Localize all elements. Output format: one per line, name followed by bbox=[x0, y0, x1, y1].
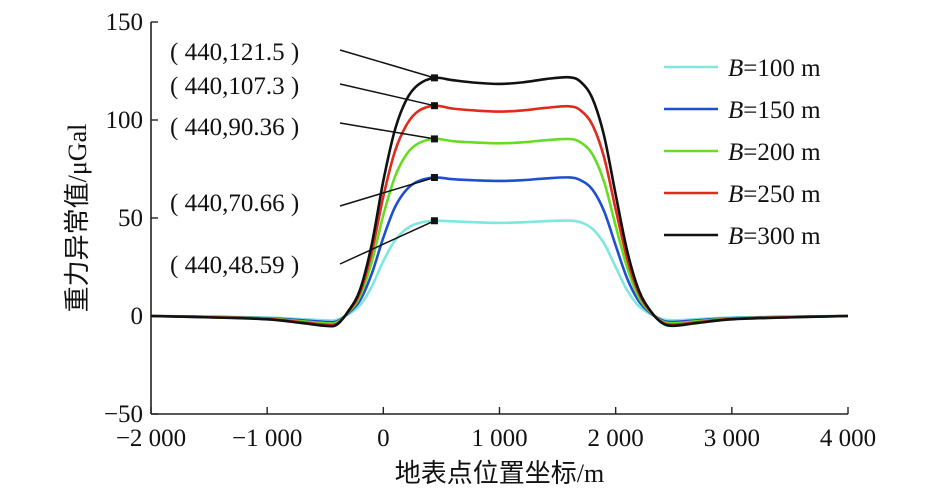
legend-entry: B=150 m bbox=[728, 97, 821, 124]
x-tick-label: 2 000 bbox=[588, 425, 644, 452]
y-tick-label: 50 bbox=[118, 205, 143, 232]
annotation-leader bbox=[339, 220, 435, 265]
legend-entry: B=250 m bbox=[728, 181, 821, 208]
x-tick-label: 4 000 bbox=[820, 425, 876, 452]
x-axis-title: 地表点位置坐标/m bbox=[395, 459, 604, 488]
x-tick-label: 0 bbox=[377, 425, 390, 452]
annotation-marker bbox=[430, 217, 438, 225]
y-tick-label: 0 bbox=[131, 303, 144, 330]
x-tick-label: −2 000 bbox=[116, 425, 186, 452]
annotation-marker bbox=[430, 74, 438, 82]
annotation-label: ( 440,107.3 ) bbox=[170, 73, 299, 100]
legend: B=100 m B=150 m B=200 m B=250 m B=300 m bbox=[664, 55, 821, 250]
series-lines bbox=[150, 75, 849, 328]
annotation-label: ( 440,90.36 ) bbox=[170, 114, 299, 141]
annotation-label: ( 440,70.66 ) bbox=[170, 190, 299, 217]
point-annotations: ( 440,121.5 ) ( 440,107.3 ) ( 440,90.36 ) (… bbox=[170, 39, 438, 279]
legend-entry: B=100 m bbox=[728, 55, 821, 82]
annotation-label: ( 440,48.59 ) bbox=[170, 252, 299, 279]
legend-entry: B=300 m bbox=[728, 223, 821, 250]
x-tick-label: 3 000 bbox=[704, 425, 760, 452]
x-tick-label: 1 000 bbox=[471, 425, 527, 452]
legend-entry: B=200 m bbox=[728, 139, 821, 166]
annotation-marker bbox=[430, 102, 438, 110]
y-tick-label: −50 bbox=[104, 401, 143, 428]
x-tick-label: −1 000 bbox=[232, 425, 302, 452]
annotation-leader bbox=[339, 122, 435, 140]
annotation-leader bbox=[339, 176, 435, 207]
annotation-leader bbox=[339, 83, 435, 107]
annotation-marker bbox=[430, 135, 438, 143]
annotation-label: ( 440,121.5 ) bbox=[170, 39, 299, 66]
plot-frame: −50 0 50 100 150 −2 000 −1 000 0 1 000 2 000 3 000… bbox=[104, 9, 876, 452]
annotation-leader bbox=[339, 49, 435, 79]
series-line-4 bbox=[150, 75, 849, 328]
annotation-marker bbox=[430, 174, 438, 182]
y-tick-label: 150 bbox=[106, 9, 144, 36]
y-axis-title: 重力异常值/μGal bbox=[63, 124, 92, 313]
y-tick-label: 100 bbox=[106, 107, 144, 134]
